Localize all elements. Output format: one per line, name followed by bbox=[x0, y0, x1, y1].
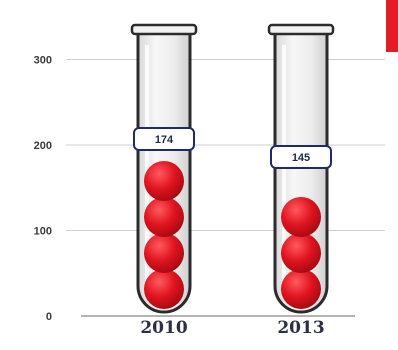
ball bbox=[281, 197, 321, 237]
tube-lip bbox=[130, 23, 198, 36]
y-tick-label: 200 bbox=[34, 140, 52, 152]
tube-2010 bbox=[130, 23, 198, 314]
tube-2013 bbox=[267, 23, 335, 314]
ball bbox=[144, 269, 184, 309]
corner-accent bbox=[386, 0, 398, 52]
x-category-label: 2013 bbox=[277, 318, 324, 338]
y-tick-label: 0 bbox=[46, 311, 52, 323]
value-label-2013: 145 bbox=[270, 145, 332, 169]
value-label-box bbox=[133, 127, 195, 151]
x-category-label: 2010 bbox=[140, 318, 187, 338]
ball bbox=[144, 233, 184, 273]
value-label-2010: 174 bbox=[133, 127, 195, 151]
ball bbox=[144, 161, 184, 201]
gridlines bbox=[66, 59, 385, 317]
ball bbox=[281, 269, 321, 309]
y-tick-label: 100 bbox=[34, 226, 52, 238]
y-axis: 0 100 200 300 bbox=[34, 55, 52, 324]
tube-lip bbox=[267, 23, 335, 36]
ball bbox=[281, 233, 321, 273]
tubes bbox=[130, 23, 335, 314]
data-label: 174 bbox=[155, 134, 174, 146]
data-label: 145 bbox=[292, 152, 310, 164]
value-label-box bbox=[270, 145, 332, 169]
ball bbox=[144, 197, 184, 237]
labels: 174 2010 145 2013 bbox=[133, 127, 332, 338]
y-tick-label: 300 bbox=[34, 55, 52, 67]
